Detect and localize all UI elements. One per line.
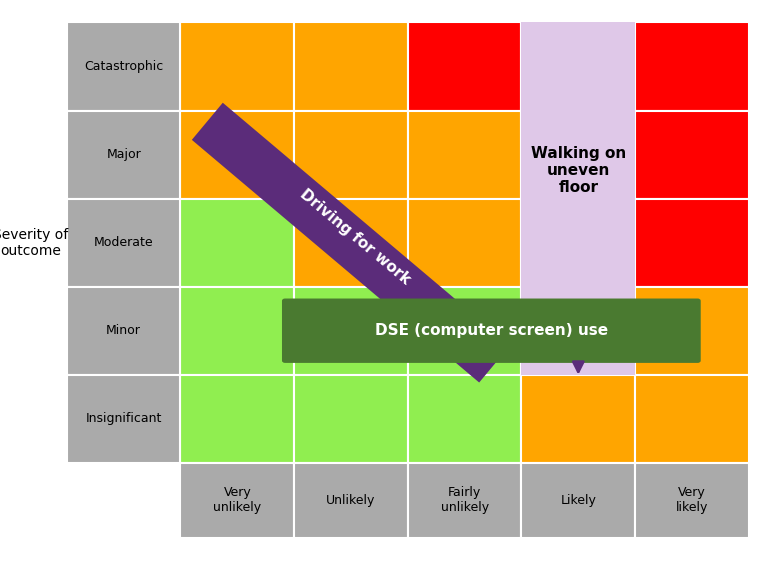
Bar — [521, 463, 635, 537]
Text: Very
likely: Very likely — [676, 486, 708, 514]
Bar — [294, 111, 408, 199]
Bar — [294, 287, 408, 375]
Polygon shape — [192, 103, 510, 383]
Text: Insignificant: Insignificant — [85, 412, 162, 425]
Bar — [521, 287, 635, 375]
Bar — [408, 22, 521, 111]
Bar — [67, 375, 180, 463]
Text: Severity of
outcome: Severity of outcome — [0, 228, 68, 257]
Bar — [67, 199, 180, 287]
Text: Very
unlikely: Very unlikely — [214, 486, 261, 514]
Bar — [294, 463, 408, 537]
Bar — [294, 199, 408, 287]
Bar — [180, 22, 294, 111]
FancyBboxPatch shape — [282, 298, 700, 363]
Bar — [180, 111, 294, 199]
Bar — [521, 375, 635, 463]
Bar — [635, 287, 749, 375]
Bar — [180, 463, 294, 537]
Text: Driving for work: Driving for work — [296, 187, 413, 287]
Text: Likely: Likely — [561, 494, 596, 507]
Text: Moderate: Moderate — [94, 236, 154, 249]
Text: DSE (computer screen) use: DSE (computer screen) use — [375, 323, 608, 338]
Text: Minor: Minor — [106, 324, 141, 337]
Bar — [408, 287, 521, 375]
Text: Unlikely: Unlikely — [326, 494, 376, 507]
Text: Major: Major — [106, 148, 141, 161]
Bar — [180, 287, 294, 375]
Bar — [67, 111, 180, 199]
Bar — [408, 199, 521, 287]
Bar — [635, 111, 749, 199]
Bar — [67, 22, 180, 111]
Bar — [294, 22, 408, 111]
Bar — [521, 199, 635, 287]
Bar — [521, 22, 635, 375]
Bar — [635, 22, 749, 111]
Bar — [635, 375, 749, 463]
Bar — [521, 111, 635, 199]
Bar — [635, 199, 749, 287]
Bar — [408, 463, 521, 537]
Bar — [408, 111, 521, 199]
Bar — [180, 199, 294, 287]
Text: Walking on
uneven
floor: Walking on uneven floor — [531, 145, 626, 195]
Bar — [294, 375, 408, 463]
Bar — [408, 375, 521, 463]
Text: Fairly
unlikely: Fairly unlikely — [441, 486, 488, 514]
Bar — [521, 22, 635, 111]
Bar — [635, 463, 749, 537]
Bar — [67, 287, 180, 375]
Bar — [180, 375, 294, 463]
Text: Catastrophic: Catastrophic — [84, 60, 164, 73]
